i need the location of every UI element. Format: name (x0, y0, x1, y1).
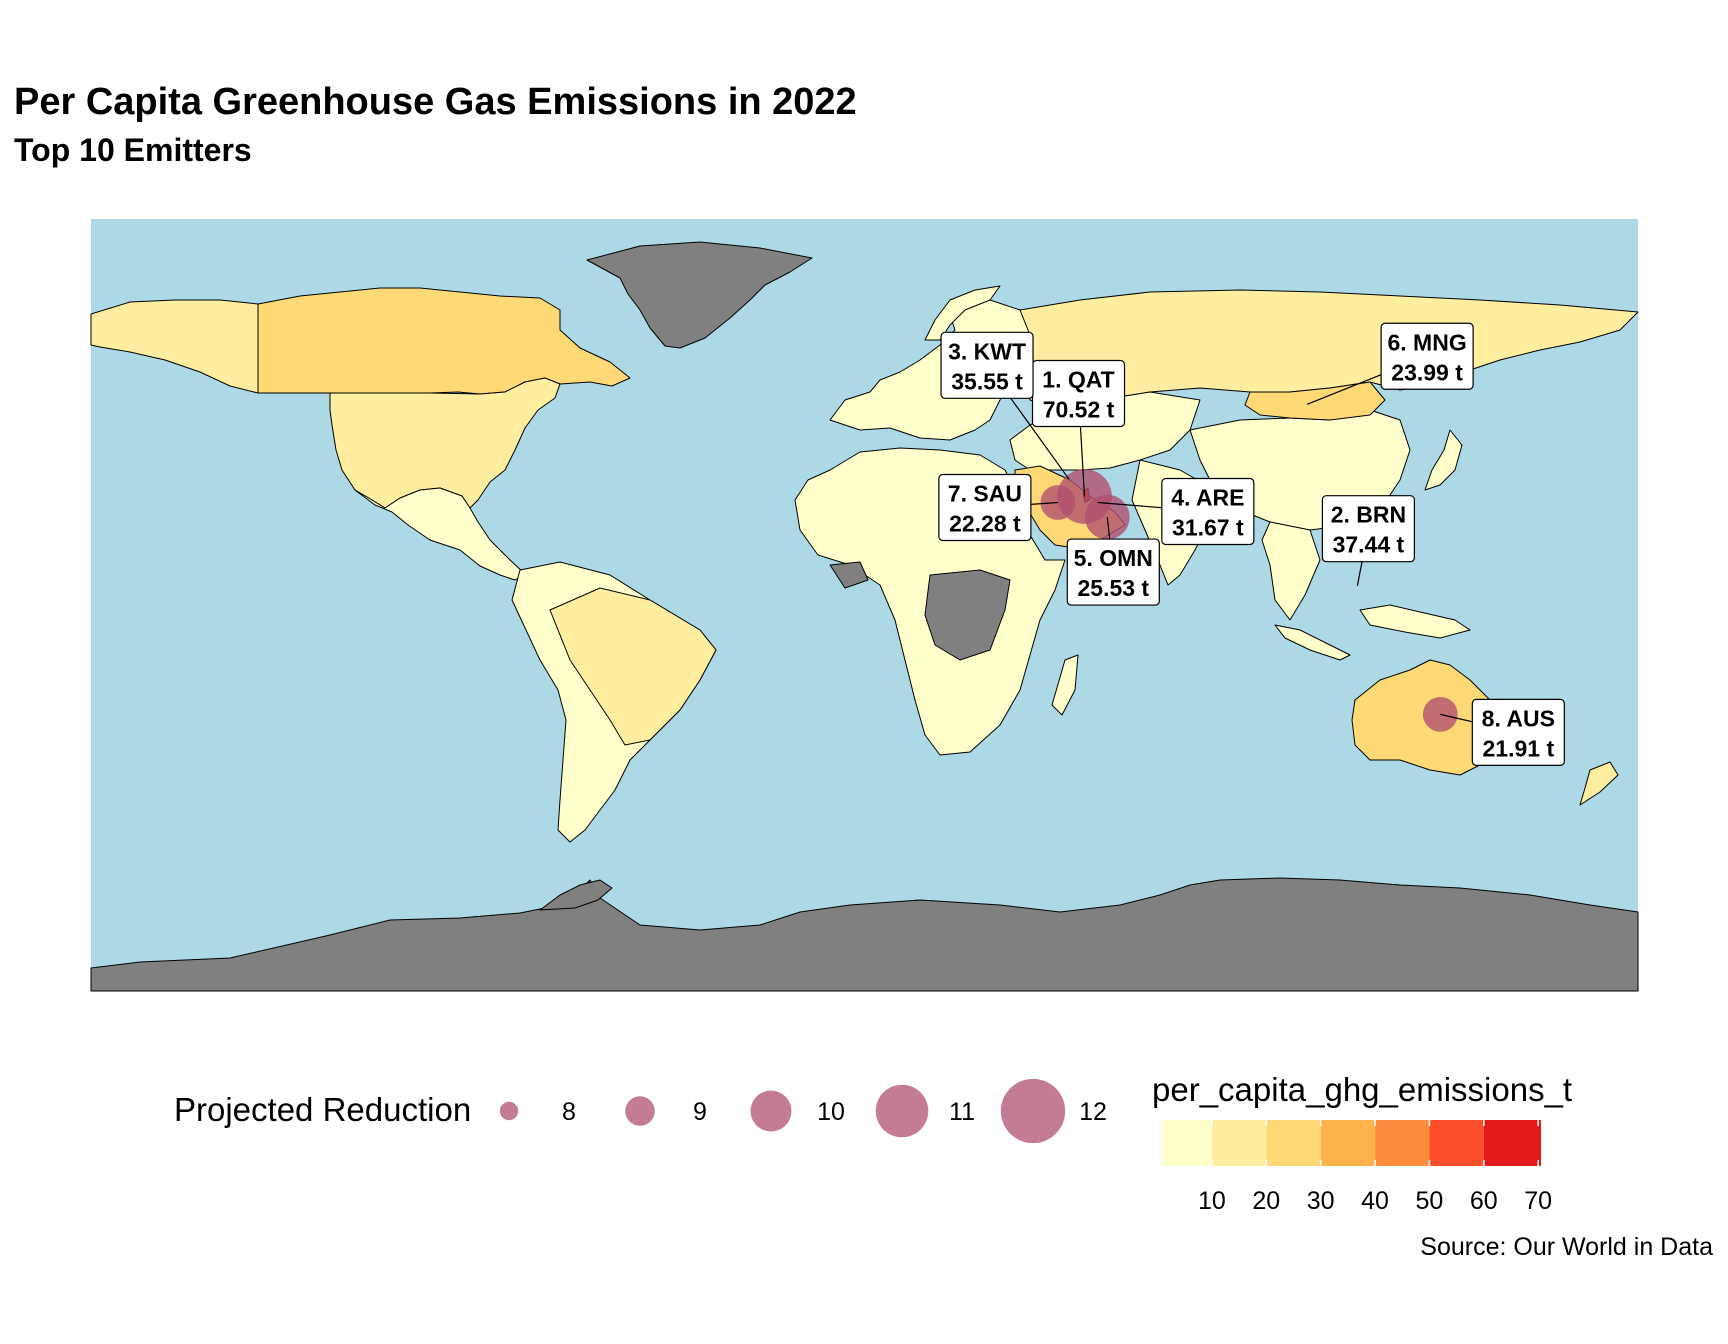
color-tick-label: 40 (1361, 1187, 1389, 1215)
label-value: 70.52 t (1043, 396, 1115, 422)
label-mng: 6. MNG 23.99 t (1380, 322, 1474, 390)
color-tick-label: 70 (1524, 1187, 1552, 1215)
drc (924, 569, 1011, 661)
color-tick-label: 30 (1307, 1187, 1335, 1215)
mexico (354, 487, 526, 581)
size-key-9 (625, 1096, 655, 1126)
label-box (1471, 698, 1565, 766)
alaska (90, 299, 259, 394)
size-legend: Projected Reduction 8 9 10 11 12 (174, 1078, 1107, 1144)
label-qat: 1. QAT 70.52 t (1031, 359, 1126, 428)
label-value: 22.28 t (949, 510, 1021, 536)
label-are: 4. ARE 31.67 t (1161, 477, 1255, 546)
color-bin-3 (1266, 1120, 1321, 1166)
greenland (586, 241, 813, 349)
size-key-12 (1000, 1078, 1066, 1144)
color-tick-label: 10 (1198, 1187, 1226, 1215)
color-legend-bar (1163, 1120, 1541, 1166)
label-aus: 8. AUS 21.91 t (1471, 698, 1565, 766)
land-layer (90, 241, 1639, 992)
label-value: 37.44 t (1333, 532, 1405, 558)
color-legend-ticks: 10 20 30 40 50 60 70 (1198, 1120, 1552, 1215)
color-legend: per_capita_ghg_emissions_t 10 20 30 40 50 60 7… (1152, 1071, 1572, 1215)
label-box (1380, 322, 1474, 390)
color-bin-6 (1429, 1120, 1484, 1166)
label-value: 25.53 t (1077, 575, 1149, 601)
size-key-label: 11 (949, 1098, 975, 1126)
antarctic-peninsula (539, 879, 613, 911)
size-key-8 (499, 1101, 519, 1121)
indonesia-west (1274, 624, 1351, 661)
southeast-asia (1261, 521, 1321, 621)
label-box (1161, 477, 1255, 546)
indonesia-east (1359, 604, 1471, 639)
chart-title: Per Capita Greenhouse Gas Emissions in 2… (14, 81, 857, 123)
label-name: 1. QAT (1042, 366, 1114, 392)
label-name: 7. SAU (948, 480, 1022, 506)
brazil (549, 587, 717, 746)
label-name: 4. ARE (1171, 484, 1244, 510)
label-value: 23.99 t (1391, 359, 1463, 385)
color-legend-title: per_capita_ghg_emissions_t (1152, 1071, 1572, 1108)
color-tick-label: 60 (1470, 1187, 1498, 1215)
label-name: 6. MNG (1387, 329, 1466, 355)
color-bin-1 (1163, 1120, 1212, 1166)
label-value: 35.55 t (951, 368, 1023, 394)
label-name: 8. AUS (1482, 705, 1555, 731)
bubble-omn (1084, 494, 1130, 540)
size-key-label: 12 (1079, 1098, 1107, 1126)
bubble-layer (1040, 469, 1458, 732)
japan (1424, 429, 1463, 491)
size-legend-keys: 8 9 10 11 12 (499, 1078, 1107, 1144)
label-value: 31.67 t (1172, 514, 1244, 540)
size-legend-title: Projected Reduction (174, 1091, 471, 1128)
label-value: 21.91 t (1483, 735, 1555, 761)
label-kwt: 3. KWT 35.55 t (940, 331, 1034, 399)
map-panel: 1. QAT 70.52 t 2. BRN 37.44 t 3. KWT 35.55 t 4… (90, 219, 1639, 992)
color-bin-7 (1483, 1120, 1541, 1166)
color-bin-2 (1211, 1120, 1267, 1166)
label-box (938, 473, 1032, 542)
label-sau: 7. SAU 22.28 t (938, 473, 1032, 542)
size-key-11 (875, 1084, 929, 1138)
label-brn: 2. BRN 37.44 t (1321, 495, 1415, 563)
west-africa-nodata (829, 561, 869, 589)
usa (329, 377, 561, 509)
size-key-label: 10 (817, 1098, 845, 1126)
size-key-10 (750, 1090, 792, 1132)
color-tick-label: 20 (1252, 1187, 1280, 1215)
madagascar (1051, 654, 1079, 716)
color-bin-5 (1375, 1120, 1430, 1166)
label-layer: 1. QAT 70.52 t 2. BRN 37.44 t 3. KWT 35.55 t 4… (938, 322, 1565, 766)
label-omn: 5. OMN 25.53 t (1066, 538, 1160, 606)
label-box (940, 331, 1034, 399)
size-key-label: 9 (693, 1098, 707, 1126)
new-zealand (1579, 761, 1619, 806)
chart-subtitle: Top 10 Emitters (14, 132, 252, 168)
label-box (1066, 538, 1160, 606)
label-box (1321, 495, 1415, 563)
label-name: 2. BRN (1331, 502, 1406, 528)
color-bin-4 (1320, 1120, 1376, 1166)
color-tick-label: 50 (1416, 1187, 1444, 1215)
size-key-label: 8 (562, 1098, 576, 1126)
source-caption: Source: Our World in Data (1420, 1233, 1713, 1261)
label-name: 3. KWT (948, 338, 1026, 364)
bubble-aus (1422, 696, 1458, 732)
antarctica (90, 877, 1639, 992)
label-name: 5. OMN (1074, 545, 1153, 571)
